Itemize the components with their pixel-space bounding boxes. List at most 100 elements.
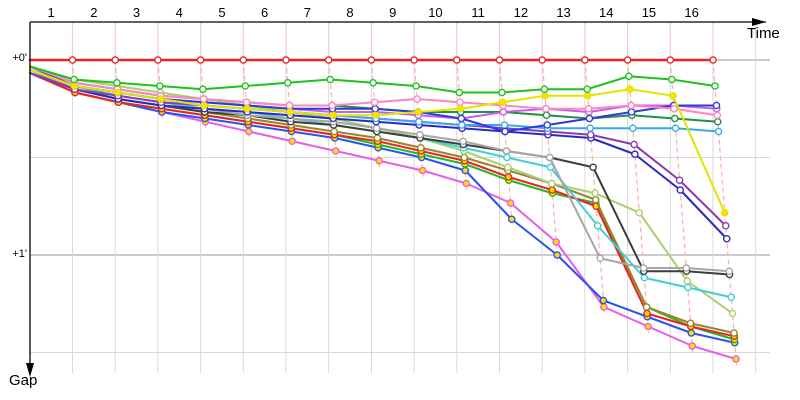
x-tick-label: 13 — [556, 5, 570, 20]
series-marker-leader-red — [154, 56, 162, 64]
series-marker-yellowgreen — [635, 208, 644, 217]
series-marker-leader-red — [282, 56, 290, 64]
y-axis-title: Gap — [9, 372, 38, 389]
series-marker-green — [241, 82, 250, 90]
series-marker-leader-red — [581, 56, 589, 64]
series-marker-magenta2 — [418, 166, 427, 175]
series-marker-pink — [413, 95, 421, 103]
series-marker-green — [498, 88, 506, 97]
series-marker-olive — [642, 303, 651, 311]
series-marker-blue2 — [687, 329, 696, 337]
series-marker-pink — [456, 98, 464, 107]
series-marker-olive — [330, 127, 339, 136]
series-marker-orchid — [499, 108, 508, 116]
series-marker-magenta2 — [644, 322, 652, 331]
series-marker-yellow — [329, 111, 337, 120]
series-marker-blue — [457, 114, 466, 123]
series-marker-leader-red — [623, 56, 632, 64]
series-line-gray — [29, 68, 731, 273]
series-marker-gray — [545, 153, 554, 162]
x-tick-label: 7 — [304, 5, 311, 20]
series-marker-olive — [460, 153, 469, 162]
series-marker-skyblue — [415, 117, 423, 126]
series-marker-leader-red — [324, 56, 333, 64]
series-marker-black — [589, 163, 597, 172]
series-marker-pink — [242, 98, 251, 107]
series-marker-leader-red — [68, 56, 77, 64]
series-marker-yellow — [541, 91, 549, 100]
series-marker-darkgreen — [713, 117, 722, 126]
x-tick-label: 10 — [428, 5, 442, 20]
x-tick-label: 14 — [599, 5, 613, 20]
series-marker-gray — [416, 130, 424, 139]
series-marker-blue — [712, 101, 721, 110]
series-marker-yellowgreen — [683, 277, 692, 285]
series-marker-blue2 — [553, 251, 562, 259]
series-marker-gray — [639, 264, 648, 272]
series-marker-red2 — [548, 186, 557, 194]
series-marker-purple — [630, 140, 638, 149]
series-marker-skyblue — [500, 121, 509, 129]
series-marker-gray — [502, 147, 511, 155]
series-marker-green — [412, 82, 420, 90]
series-marker-gray — [459, 137, 467, 146]
series-marker-cyan — [684, 283, 692, 292]
x-tick-label: 4 — [176, 5, 183, 20]
series-marker-leader-red — [709, 56, 717, 64]
series-marker-olive — [591, 195, 600, 204]
series-marker-yellowgreen — [591, 189, 599, 198]
series-marker-leader-red — [367, 56, 376, 64]
series-marker-yellow — [720, 208, 729, 217]
series-marker-leader-red — [239, 56, 248, 64]
series-marker-olive — [730, 329, 738, 337]
series-marker-cyan — [503, 153, 511, 162]
series-marker-yellow — [286, 108, 294, 116]
series-marker-red2 — [643, 309, 651, 318]
series-marker-gray — [725, 267, 734, 276]
series-marker-blue — [627, 108, 636, 116]
series-marker-yellow — [456, 104, 465, 113]
series-marker-green — [668, 75, 676, 84]
series-marker-green — [326, 75, 335, 84]
series-marker-magenta2 — [331, 147, 340, 155]
control-dashed-line — [627, 59, 650, 334]
series-marker-pink — [328, 101, 337, 110]
series-marker-navy — [676, 186, 685, 194]
series-marker-magenta2 — [244, 127, 253, 136]
series-marker-cyan — [727, 293, 736, 302]
control-dashed-line — [498, 59, 513, 226]
x-tick-label: 8 — [346, 5, 353, 20]
series-marker-magenta2 — [506, 199, 515, 207]
series-marker-gray — [682, 264, 691, 272]
x-tick-label: 2 — [90, 5, 97, 20]
series-marker-yellow — [200, 101, 208, 110]
series-marker-yellow — [583, 91, 592, 100]
series-marker-gray — [596, 254, 604, 263]
series-marker-navy — [722, 234, 731, 243]
x-axis-arrow — [752, 18, 766, 26]
series-marker-leader-red — [666, 56, 675, 64]
series-marker-leader-red — [495, 56, 504, 64]
series-marker-purple — [721, 221, 730, 230]
series-marker-blue2 — [461, 166, 470, 175]
series-marker-pink — [199, 95, 208, 103]
series-marker-magenta2 — [600, 303, 608, 311]
series-marker-darkgreen — [671, 114, 679, 123]
series-marker-red2 — [504, 173, 513, 181]
series-marker-pink — [542, 104, 550, 113]
series-marker-yellow — [157, 95, 165, 103]
series-marker-green — [583, 85, 591, 94]
series-marker-green — [156, 82, 164, 90]
series-marker-gray — [372, 124, 381, 133]
series-marker-blue — [585, 114, 594, 123]
series-marker-yellowgreen — [503, 163, 512, 172]
series-marker-green — [711, 82, 719, 90]
x-tick-label: 5 — [218, 5, 225, 20]
series-marker-magenta2 — [552, 238, 561, 246]
series-marker-pink — [627, 101, 635, 110]
series-marker-yellowgreen — [728, 309, 737, 318]
series-marker-pink — [713, 111, 722, 120]
x-axis-title: Time — [747, 25, 780, 42]
